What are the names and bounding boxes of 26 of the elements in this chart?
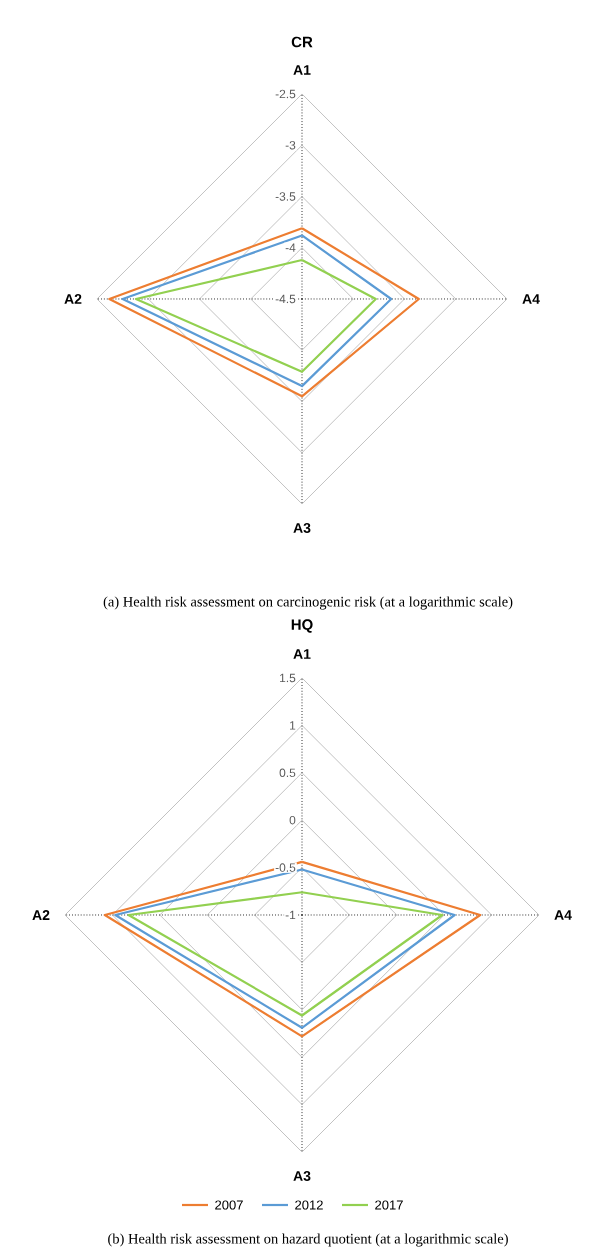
y-tick-label: 0 [289, 815, 296, 825]
spoke-label: A4 [522, 294, 540, 304]
y-tick-label: -1 [285, 910, 296, 920]
text: (a) Health risk assessment on carcinogenic risk (at a logarithmic scale) [103, 596, 513, 610]
legend-label: 2007 [215, 1200, 243, 1210]
spoke-label: A4 [554, 910, 572, 920]
y-tick-label: -3 [285, 140, 296, 150]
spoke-label: A1 [293, 649, 311, 659]
y-tick-label: -2.5 [275, 89, 296, 99]
y-tick-label: 1 [290, 721, 296, 730]
y-tick-label: -0.5 [275, 863, 296, 872]
spoke-label: A2 [64, 294, 82, 304]
y-tick-label: 1.5 [280, 673, 296, 683]
spoke-label: A3 [293, 1171, 311, 1181]
spoke-label: A2 [32, 910, 50, 920]
spoke-label: A1 [293, 65, 311, 75]
text: (b) Health risk assessment on hazard quotient (at a logarithmic scale) [108, 1233, 508, 1247]
y-tick-label: -4 [285, 243, 296, 252]
y-tick-label: -4.5 [275, 294, 296, 304]
legend-label: 2017 [375, 1200, 403, 1210]
chart-title: HQ [291, 619, 313, 633]
spoke-label: A3 [293, 523, 311, 533]
chart-title: CR [291, 36, 313, 48]
legend-label: 2012 [295, 1200, 323, 1210]
y-tick-label: -3.5 [275, 192, 296, 201]
y-tick-label: 0.5 [279, 768, 296, 778]
